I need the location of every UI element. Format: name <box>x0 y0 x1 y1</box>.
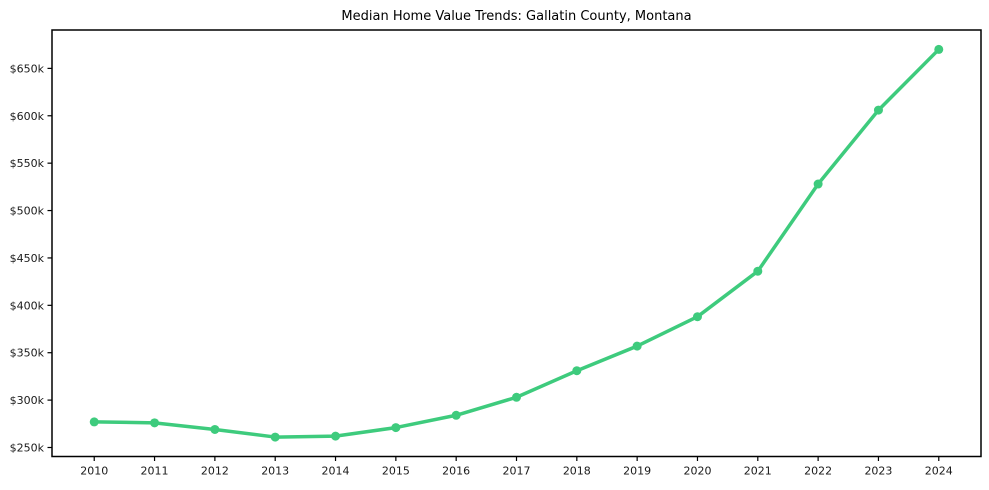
data-point-marker <box>391 423 401 433</box>
x-tick-label: 2021 <box>744 465 772 478</box>
data-point-marker <box>451 410 461 420</box>
data-point-marker <box>210 424 220 434</box>
axes-border <box>51 29 982 458</box>
data-point-marker <box>512 392 521 402</box>
data-point-marker <box>934 44 944 54</box>
y-tick-label: $500k <box>10 205 45 218</box>
x-tick-label: 2020 <box>683 465 711 478</box>
data-point-marker <box>89 417 99 427</box>
x-tick-label: 2014 <box>322 465 350 478</box>
x-tick-label: 2017 <box>503 465 531 478</box>
x-tick-label: 2010 <box>80 465 108 478</box>
x-tick-label: 2013 <box>261 465 289 478</box>
data-point-marker <box>873 105 883 115</box>
x-tick-label: 2011 <box>141 465 169 478</box>
y-tick-label: $600k <box>10 110 45 123</box>
x-tick-label: 2012 <box>201 465 229 478</box>
y-tick-label: $300k <box>10 394 45 407</box>
y-tick-label: $650k <box>10 62 45 75</box>
x-tick-label: 2024 <box>925 465 953 478</box>
data-point-marker <box>572 366 582 376</box>
data-point-marker <box>753 266 763 276</box>
x-tick-label: 2023 <box>864 465 892 478</box>
x-tick-label: 2016 <box>442 465 470 478</box>
plot-area: $250k $300k $350k $400k $450k $500k $550k $600k… <box>10 29 982 478</box>
y-tick-label: $550k <box>10 157 45 170</box>
data-point-marker <box>813 179 823 189</box>
data-point-marker <box>331 431 341 441</box>
y-tick-label: $250k <box>10 441 45 454</box>
y-tick-label: $450k <box>10 252 45 265</box>
line-series <box>92 47 941 439</box>
data-point-marker <box>692 312 702 322</box>
x-tick-label: 2018 <box>563 465 591 478</box>
x-tick-label: 2015 <box>382 465 410 478</box>
y-tick-label: $350k <box>10 347 45 360</box>
data-point-marker <box>632 341 642 351</box>
chart-title: Median Home Value Trends: Gallatin Count… <box>341 9 691 24</box>
y-tick-label: $400k <box>10 299 45 312</box>
data-point-marker <box>150 418 160 428</box>
x-tick-label: 2022 <box>804 465 832 478</box>
x-tick-label: 2019 <box>623 465 651 478</box>
data-point-marker <box>270 432 280 442</box>
